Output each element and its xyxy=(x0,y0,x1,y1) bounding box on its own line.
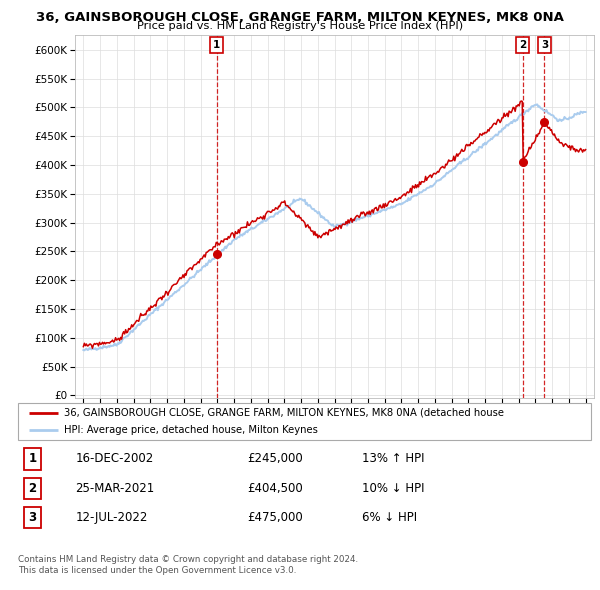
Text: 2: 2 xyxy=(28,481,37,495)
Text: £245,000: £245,000 xyxy=(247,453,303,466)
Text: £404,500: £404,500 xyxy=(247,481,303,495)
Text: 16-DEC-2002: 16-DEC-2002 xyxy=(76,453,154,466)
Text: 3: 3 xyxy=(28,511,37,524)
Text: Contains HM Land Registry data © Crown copyright and database right 2024.: Contains HM Land Registry data © Crown c… xyxy=(18,555,358,563)
Text: 1: 1 xyxy=(213,40,220,50)
Text: This data is licensed under the Open Government Licence v3.0.: This data is licensed under the Open Gov… xyxy=(18,566,296,575)
Text: 10% ↓ HPI: 10% ↓ HPI xyxy=(362,481,424,495)
Text: HPI: Average price, detached house, Milton Keynes: HPI: Average price, detached house, Milt… xyxy=(64,425,318,435)
Text: Price paid vs. HM Land Registry's House Price Index (HPI): Price paid vs. HM Land Registry's House … xyxy=(137,21,463,31)
Text: 3: 3 xyxy=(541,40,548,50)
Text: 6% ↓ HPI: 6% ↓ HPI xyxy=(362,511,417,524)
FancyBboxPatch shape xyxy=(18,403,591,440)
Text: 13% ↑ HPI: 13% ↑ HPI xyxy=(362,453,424,466)
Text: 25-MAR-2021: 25-MAR-2021 xyxy=(76,481,155,495)
Text: 2: 2 xyxy=(519,40,526,50)
Text: £475,000: £475,000 xyxy=(247,511,303,524)
Text: 12-JUL-2022: 12-JUL-2022 xyxy=(76,511,148,524)
Text: 1: 1 xyxy=(28,453,37,466)
Text: 36, GAINSBOROUGH CLOSE, GRANGE FARM, MILTON KEYNES, MK8 0NA: 36, GAINSBOROUGH CLOSE, GRANGE FARM, MIL… xyxy=(36,11,564,24)
Text: 36, GAINSBOROUGH CLOSE, GRANGE FARM, MILTON KEYNES, MK8 0NA (detached house: 36, GAINSBOROUGH CLOSE, GRANGE FARM, MIL… xyxy=(64,408,504,418)
